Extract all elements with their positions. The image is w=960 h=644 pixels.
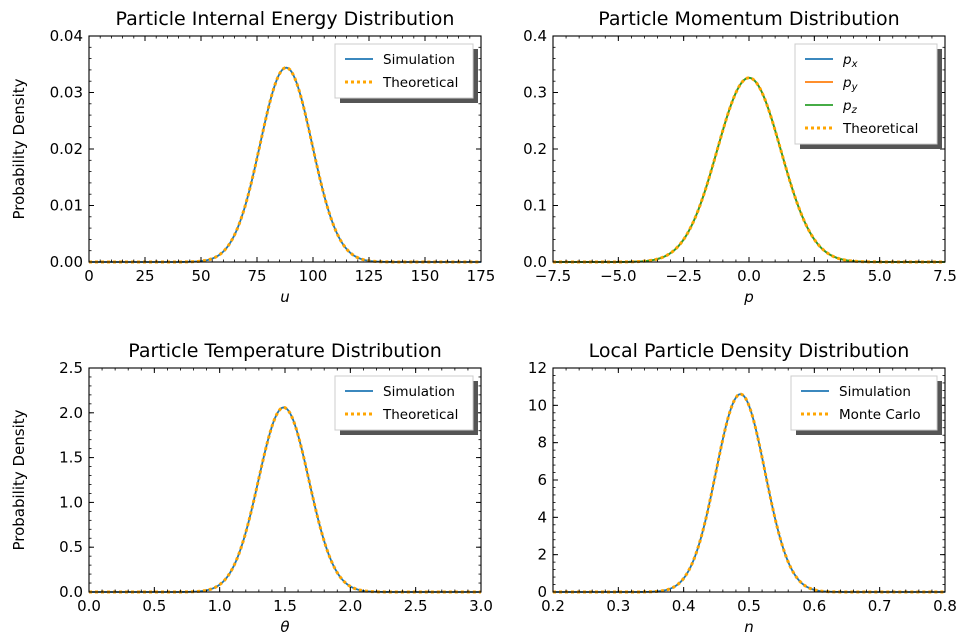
x-axis-label: n [744, 618, 754, 636]
x-tick-label: −5.0 [600, 267, 636, 285]
series-line-2 [89, 405, 481, 594]
legend-label: pz [842, 98, 858, 116]
chart-title: Local Particle Density Distribution [589, 340, 910, 362]
x-tick-label: 0.5 [142, 597, 166, 615]
y-tick-label: 12 [528, 359, 547, 377]
y-tick-label: 6 [537, 471, 547, 489]
x-tick-label: 100 [299, 267, 328, 285]
chart-title: Particle Internal Energy Distribution [116, 8, 455, 30]
y-tick-label: 0.03 [50, 84, 83, 102]
legend-label: py [842, 75, 859, 93]
x-tick-label: 2.0 [338, 597, 362, 615]
series-line-2 [553, 392, 945, 594]
chart-title: Particle Temperature Distribution [128, 340, 441, 362]
x-tick-label: 0.2 [541, 597, 565, 615]
legend-label: Simulation [383, 384, 455, 400]
chart-panel-3: Particle Temperature Distribution 0.0 0.5 1… [10, 340, 493, 636]
y-tick-label: 0.2 [523, 140, 547, 158]
x-tick-label: 2.5 [404, 597, 428, 615]
chart-panel-2: Particle Momentum Distribution −7.5 −5.0 −2… [523, 8, 957, 306]
y-tick-label: 2 [537, 546, 547, 564]
legend-box [334, 43, 474, 99]
x-tick-label: 0.7 [868, 597, 892, 615]
x-tick-label: 0 [84, 267, 94, 285]
legend-label: Monte Carlo [839, 407, 921, 423]
x-tick-label: 50 [191, 267, 210, 285]
y-tick-label: 0.5 [59, 538, 83, 556]
y-tick-label: 4 [537, 508, 547, 526]
y-tick-label: 1.0 [59, 493, 83, 511]
x-tick-label: 5.0 [868, 267, 892, 285]
x-tick-label: 0.0 [737, 267, 761, 285]
y-tick-label: 0.00 [50, 253, 83, 271]
y-tick-label: 0 [537, 583, 547, 601]
legend-label: Theoretical [382, 75, 458, 91]
legend: Simulation Monte Carlo [790, 375, 942, 435]
y-tick-label: 0.02 [50, 140, 83, 158]
x-tick-label: 150 [411, 267, 440, 285]
legend-label: Simulation [839, 384, 911, 400]
x-axis-label: p [743, 288, 754, 306]
x-tick-label: 0.0 [77, 597, 101, 615]
y-tick-label: 0.4 [523, 27, 547, 45]
x-tick-label: −7.5 [535, 267, 571, 285]
y-tick-label: 2.5 [59, 359, 83, 377]
x-tick-label: 1.0 [208, 597, 232, 615]
x-tick-label: 3.0 [469, 597, 493, 615]
legend: Simulation Theoretical [334, 375, 478, 435]
x-tick-label: 7.5 [933, 267, 957, 285]
chart-title: Particle Momentum Distribution [598, 8, 899, 30]
x-axis-label: θ [280, 618, 289, 636]
y-tick-label: 10 [528, 396, 547, 414]
legend-label: Simulation [383, 52, 455, 68]
x-tick-label: 25 [135, 267, 154, 285]
x-tick-label: 0.8 [933, 597, 957, 615]
x-tick-label: 0.3 [606, 597, 630, 615]
y-tick-label: 2.0 [59, 404, 83, 422]
legend-box [334, 375, 474, 431]
y-tick-label: 0.3 [523, 84, 547, 102]
y-tick-label: 0.04 [50, 27, 83, 45]
y-tick-label: 0.01 [50, 197, 83, 215]
x-tick-label: −2.5 [665, 267, 701, 285]
chart-panel-4: Local Particle Density Distribution 0.2 0.… [528, 340, 957, 636]
x-tick-label: 0.5 [737, 597, 761, 615]
y-tick-label: 0.1 [523, 197, 547, 215]
x-axis-label: u [280, 288, 290, 306]
x-tick-label: 175 [467, 267, 496, 285]
x-tick-label: 0.6 [802, 597, 826, 615]
x-tick-label: 0.4 [672, 597, 696, 615]
x-tick-label: 1.5 [273, 597, 297, 615]
y-tick-label: 0.0 [59, 583, 83, 601]
x-tick-label: 75 [247, 267, 266, 285]
x-tick-label: 2.5 [802, 267, 826, 285]
legend-label: Theoretical [382, 407, 458, 423]
y-axis-label: Probability Density [10, 78, 28, 219]
y-axis-label: Probability Density [10, 409, 28, 550]
chart-panel-1: Particle Internal Energy Distribution 0 25… [10, 8, 495, 306]
y-tick-label: 0.0 [523, 253, 547, 271]
y-tick-label: 8 [537, 434, 547, 452]
legend: px py pz Theoretical [794, 43, 942, 149]
legend-box [790, 375, 938, 431]
legend-label: px [842, 52, 858, 70]
legend: Simulation Theoretical [334, 43, 478, 103]
legend-label: Theoretical [842, 121, 918, 137]
series-line-1 [89, 406, 481, 593]
y-tick-label: 1.5 [59, 449, 83, 467]
x-tick-label: 125 [355, 267, 384, 285]
